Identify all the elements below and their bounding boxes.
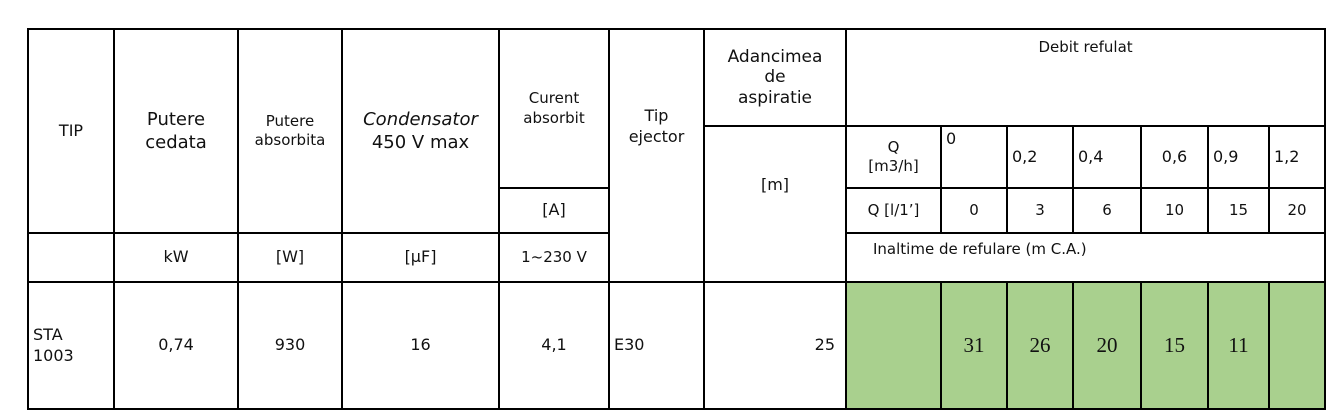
- flow-value: 1,2: [1267, 125, 1327, 189]
- empty-cell: [27, 232, 115, 283]
- header-text: Condensator: [363, 108, 478, 130]
- pump-table: TIP Putere cedata Putere absorbita Conde…: [27, 28, 1327, 410]
- flow-value: 6: [1072, 187, 1142, 234]
- head-cell: [1267, 281, 1327, 410]
- data-cell: 4,1: [498, 281, 610, 410]
- header-cell: Tip ejector: [608, 28, 705, 283]
- data-cell: 930: [237, 281, 343, 410]
- head-cell: 11: [1207, 281, 1270, 410]
- header-cell: Putere cedata: [113, 28, 239, 234]
- header-cell: Curent absorbit: [498, 28, 610, 189]
- data-cell: STA 1003: [27, 281, 115, 410]
- head-cell: 20: [1072, 281, 1142, 410]
- flow-value: 0,4: [1072, 125, 1142, 189]
- flow-value: 10: [1140, 187, 1209, 234]
- header-cell: Adancimea de aspiratie: [703, 28, 847, 127]
- head-label: Inaltime de refulare (m C.A.): [844, 232, 1327, 283]
- data-cell: E30: [608, 281, 705, 410]
- flow-value: 0: [940, 125, 1008, 189]
- data-cell: 16: [341, 281, 500, 410]
- flow-label: Q [l/1’]: [845, 187, 942, 234]
- header-cell: Condensator 450 V max: [341, 28, 500, 234]
- flow-value: 15: [1207, 187, 1270, 234]
- unit-cell: [m]: [703, 125, 847, 283]
- unit-cell: [W]: [237, 232, 343, 283]
- header-cell: Debit refulat: [844, 28, 1327, 127]
- unit-cell: [μF]: [341, 232, 500, 283]
- unit-cell: kW: [113, 232, 239, 283]
- header-cell: Putere absorbita: [237, 28, 343, 234]
- flow-value: 0: [940, 187, 1008, 234]
- unit-cell: [A]: [498, 187, 610, 234]
- header-text: 450 V max: [371, 132, 470, 153]
- flow-value: 0,9: [1207, 125, 1270, 189]
- flow-value: 0,6: [1140, 125, 1209, 189]
- flow-value: 20: [1267, 187, 1327, 234]
- head-cell: [845, 281, 942, 410]
- head-cell: 15: [1140, 281, 1209, 410]
- header-cell: TIP: [27, 28, 115, 234]
- head-cell: 26: [1006, 281, 1074, 410]
- data-cell: 25: [703, 281, 847, 410]
- flow-label: Q [m3/h]: [845, 125, 942, 189]
- flow-value: 0,2: [1006, 125, 1074, 189]
- data-cell: 0,74: [113, 281, 239, 410]
- unit-cell: 1~230 V: [498, 232, 610, 283]
- flow-value: 3: [1006, 187, 1074, 234]
- head-cell: 31: [940, 281, 1008, 410]
